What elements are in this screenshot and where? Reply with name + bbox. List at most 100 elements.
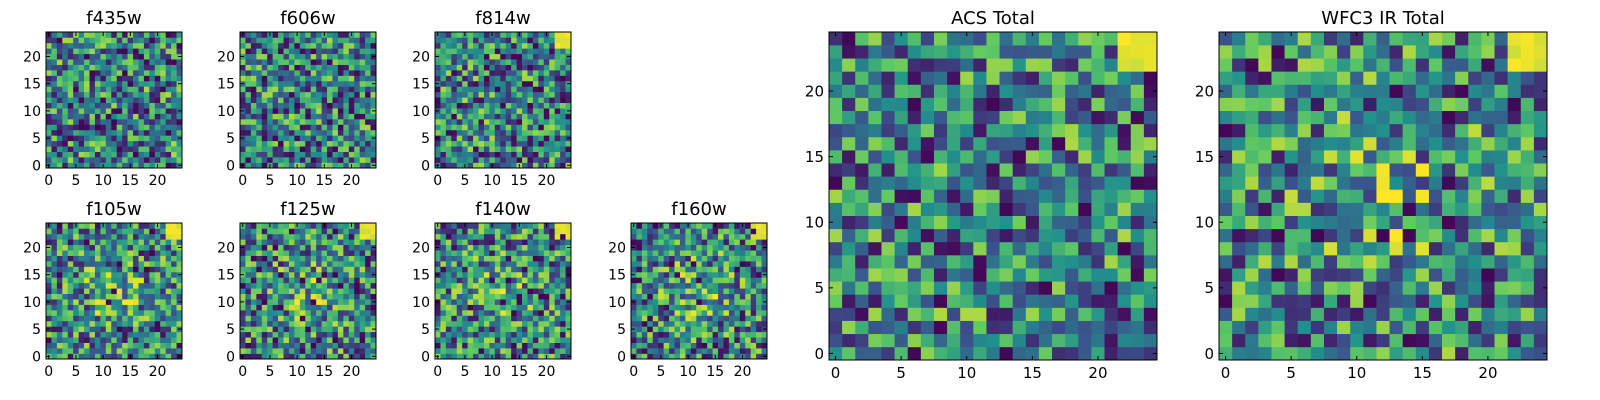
heatmap-cell bbox=[549, 277, 555, 284]
heatmap-cell bbox=[272, 348, 279, 354]
heatmap-cell bbox=[462, 108, 468, 114]
heatmap-cell bbox=[669, 293, 675, 300]
heatmap-cell bbox=[267, 315, 273, 322]
heatmap-cell bbox=[565, 320, 572, 327]
heatmap-cell bbox=[78, 162, 85, 169]
heatmap-cell bbox=[256, 97, 263, 104]
heatmap-cell bbox=[511, 146, 517, 152]
heatmap-cell bbox=[348, 239, 355, 246]
heatmap-cell bbox=[669, 315, 675, 322]
heatmap-cell bbox=[1012, 202, 1027, 216]
heatmap-cell bbox=[288, 80, 295, 87]
heatmap-cell bbox=[829, 294, 843, 308]
heatmap-cell bbox=[701, 315, 708, 322]
heatmap-cell bbox=[278, 320, 284, 327]
heatmap-cell bbox=[462, 266, 468, 273]
heatmap-cell bbox=[669, 337, 675, 343]
heatmap-cell bbox=[636, 299, 643, 305]
heatmap-cell bbox=[354, 282, 360, 289]
heatmap-cell bbox=[445, 348, 452, 354]
heatmap-cell bbox=[176, 250, 183, 256]
heatmap-cell bbox=[761, 255, 768, 262]
heatmap-cell bbox=[560, 233, 566, 240]
heatmap-cell bbox=[348, 244, 355, 251]
heatmap-cell bbox=[1065, 255, 1079, 269]
heatmap-cell bbox=[354, 337, 360, 343]
heatmap-cell bbox=[370, 320, 377, 327]
heatmap-cell bbox=[1130, 189, 1145, 203]
heatmap-cell bbox=[105, 326, 112, 333]
heatmap-cell bbox=[332, 59, 339, 65]
heatmap-cell bbox=[310, 304, 317, 311]
heatmap-cell bbox=[138, 239, 145, 246]
heatmap-cell bbox=[116, 97, 123, 104]
heatmap-cell bbox=[348, 271, 355, 278]
heatmap-cell bbox=[343, 331, 350, 338]
heatmap-cell bbox=[445, 124, 452, 131]
heatmap-cell bbox=[310, 261, 317, 267]
heatmap-cell bbox=[690, 320, 697, 327]
heatmap-cell bbox=[327, 288, 333, 295]
heatmap-cell bbox=[261, 59, 268, 65]
heatmap-cell bbox=[1065, 320, 1079, 335]
heatmap-cell bbox=[343, 140, 350, 147]
heatmap-cell bbox=[723, 266, 730, 273]
heatmap-cell bbox=[94, 223, 101, 229]
heatmap-cell bbox=[728, 255, 735, 262]
heatmap-cell bbox=[560, 320, 566, 327]
heatmap-cell bbox=[62, 64, 69, 71]
heatmap-cell bbox=[712, 271, 719, 278]
heatmap-cell bbox=[532, 86, 539, 93]
heatmap-cell bbox=[868, 163, 882, 177]
heatmap-cell bbox=[321, 157, 328, 163]
heatmap-cell bbox=[261, 37, 268, 44]
heatmap-cell bbox=[1038, 333, 1053, 348]
heatmap-cell bbox=[685, 348, 692, 354]
heatmap-cell bbox=[127, 304, 134, 311]
heatmap-cell bbox=[881, 281, 895, 295]
heatmap-cell bbox=[718, 239, 724, 246]
heatmap-cell bbox=[527, 320, 534, 327]
heatmap-cell bbox=[500, 299, 507, 305]
heatmap-cell bbox=[647, 228, 654, 235]
heatmap-cell bbox=[462, 129, 468, 136]
heatmap-cell bbox=[560, 315, 566, 322]
heatmap-cell bbox=[261, 353, 268, 360]
heatmap-cell bbox=[56, 310, 63, 316]
heatmap-cell bbox=[365, 353, 371, 360]
heatmap-cell bbox=[283, 119, 290, 125]
heatmap-cell bbox=[483, 271, 490, 278]
heatmap-cell bbox=[473, 97, 479, 104]
heatmap-cell bbox=[51, 299, 58, 305]
heatmap-cell bbox=[467, 70, 474, 76]
heatmap-cell bbox=[365, 239, 371, 246]
heatmap-cell bbox=[489, 124, 496, 131]
heatmap-cell bbox=[111, 271, 118, 278]
heatmap-cell bbox=[451, 315, 458, 322]
heatmap-cell bbox=[538, 282, 545, 289]
heatmap-cell bbox=[294, 157, 301, 163]
heatmap-cell bbox=[100, 129, 107, 136]
heatmap-cell bbox=[122, 320, 128, 327]
heatmap-cell bbox=[321, 320, 328, 327]
heatmap-cell bbox=[647, 250, 654, 256]
heatmap-cell bbox=[505, 239, 512, 246]
heatmap-cell bbox=[171, 42, 177, 49]
heatmap-cell bbox=[171, 261, 177, 267]
heatmap-cell bbox=[245, 288, 252, 295]
heatmap-cell bbox=[245, 239, 252, 246]
heatmap-cell bbox=[51, 124, 58, 131]
heatmap-cell bbox=[701, 233, 708, 240]
heatmap-cell bbox=[305, 288, 312, 295]
heatmap-cell bbox=[94, 102, 101, 109]
heatmap-cell bbox=[365, 304, 371, 311]
heatmap-cell bbox=[267, 288, 273, 295]
heatmap-cell bbox=[154, 80, 161, 87]
heatmap-cell bbox=[554, 331, 561, 338]
heatmap-cell bbox=[462, 331, 468, 338]
heatmap-cell bbox=[165, 80, 172, 87]
heatmap-cell bbox=[467, 261, 474, 267]
heatmap-cell bbox=[84, 70, 90, 76]
heatmap-cell bbox=[920, 294, 935, 308]
